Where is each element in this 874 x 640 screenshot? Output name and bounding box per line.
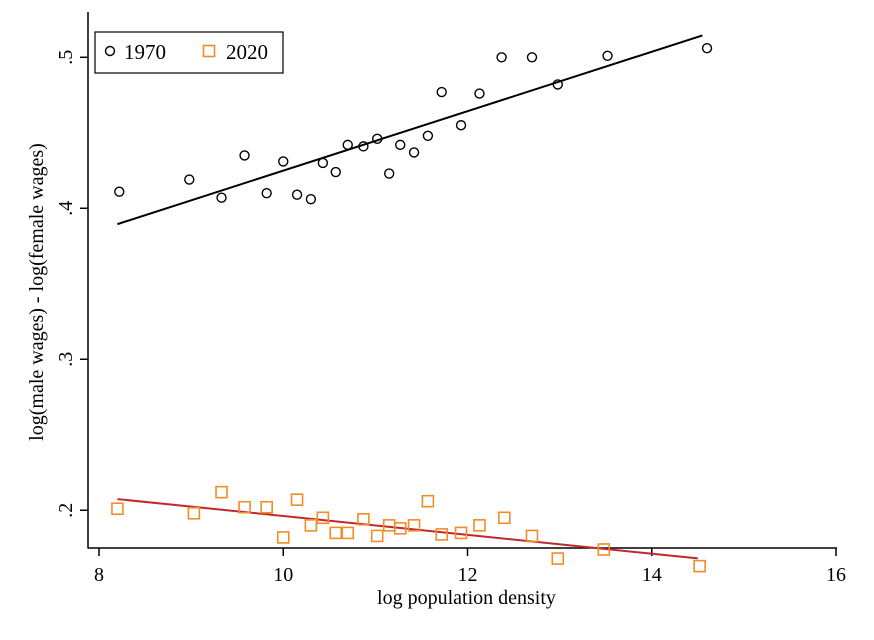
point-1970 bbox=[701, 43, 713, 54]
point-1970 bbox=[602, 50, 613, 61]
x-tick-label: 16 bbox=[826, 564, 846, 586]
point-2020 bbox=[238, 500, 251, 514]
fit-line-1970 bbox=[117, 34, 703, 226]
point-1970 bbox=[372, 133, 383, 145]
point-2020 bbox=[693, 559, 706, 573]
point-1970 bbox=[261, 187, 272, 199]
y-tick-label: .5 bbox=[55, 50, 77, 65]
point-1970 bbox=[184, 174, 195, 185]
point-2020 bbox=[357, 513, 370, 526]
point-2020 bbox=[421, 494, 435, 508]
point-2020 bbox=[597, 543, 611, 556]
point-1970 bbox=[317, 157, 329, 169]
point-2020 bbox=[382, 519, 396, 532]
point-1970 bbox=[330, 166, 341, 178]
point-2020 bbox=[454, 526, 468, 540]
point-1970 bbox=[114, 186, 125, 197]
data-points bbox=[111, 43, 713, 573]
point-2020 bbox=[498, 511, 511, 525]
point-1970 bbox=[342, 139, 353, 151]
point-2020 bbox=[304, 519, 318, 532]
point-2020 bbox=[370, 529, 384, 543]
point-2020 bbox=[329, 526, 343, 540]
legend-marker-circle bbox=[104, 45, 116, 57]
point-2020 bbox=[435, 528, 449, 541]
y-tick-label: .2 bbox=[55, 503, 77, 518]
point-1970 bbox=[526, 52, 538, 63]
point-2020 bbox=[111, 502, 124, 516]
point-2020 bbox=[290, 493, 304, 506]
point-2020 bbox=[473, 519, 486, 532]
point-2020 bbox=[276, 531, 290, 544]
point-2020 bbox=[215, 485, 228, 499]
x-tick-label: 8 bbox=[94, 564, 104, 586]
point-2020 bbox=[316, 511, 330, 525]
fit-line-2020 bbox=[117, 498, 698, 560]
point-1970 bbox=[455, 120, 467, 131]
point-1970 bbox=[291, 189, 303, 200]
point-1970 bbox=[395, 139, 406, 151]
point-2020 bbox=[341, 526, 355, 540]
point-1970 bbox=[496, 52, 507, 63]
x-tick-label: 14 bbox=[642, 564, 662, 586]
point-2020 bbox=[187, 506, 201, 520]
y-axis-title: log(male wages) - log(female wages) bbox=[26, 143, 48, 441]
x-tick-label: 10 bbox=[273, 564, 293, 586]
y-tick-label: .3 bbox=[55, 352, 77, 367]
y-tick-label: .4 bbox=[55, 201, 77, 216]
legend: 1970 2020 bbox=[94, 31, 284, 74]
point-1970 bbox=[358, 141, 369, 152]
x-tick-label: 12 bbox=[458, 564, 478, 586]
legend-marker-square bbox=[202, 44, 216, 58]
point-2020 bbox=[407, 519, 421, 532]
point-1970 bbox=[436, 86, 447, 98]
point-2020 bbox=[260, 500, 273, 514]
point-1970 bbox=[278, 156, 289, 167]
legend-label-1970: 1970 bbox=[124, 40, 166, 64]
point-1970 bbox=[408, 147, 420, 158]
point-1970 bbox=[474, 88, 485, 99]
point-1970 bbox=[383, 168, 395, 179]
point-1970 bbox=[216, 192, 227, 203]
point-2020 bbox=[551, 552, 565, 565]
point-1970 bbox=[422, 130, 434, 142]
point-1970 bbox=[305, 194, 317, 205]
legend-box bbox=[94, 31, 284, 74]
x-axis-title: log population density bbox=[377, 587, 556, 609]
axes: 8 10 12 14 16 .2 .3 .4 .5 bbox=[55, 12, 846, 586]
point-2020 bbox=[393, 522, 407, 535]
point-1970 bbox=[552, 79, 563, 90]
fit-lines bbox=[117, 34, 703, 560]
point-1970 bbox=[239, 150, 250, 161]
point-2020 bbox=[525, 529, 539, 543]
legend-label-2020: 2020 bbox=[226, 40, 268, 64]
